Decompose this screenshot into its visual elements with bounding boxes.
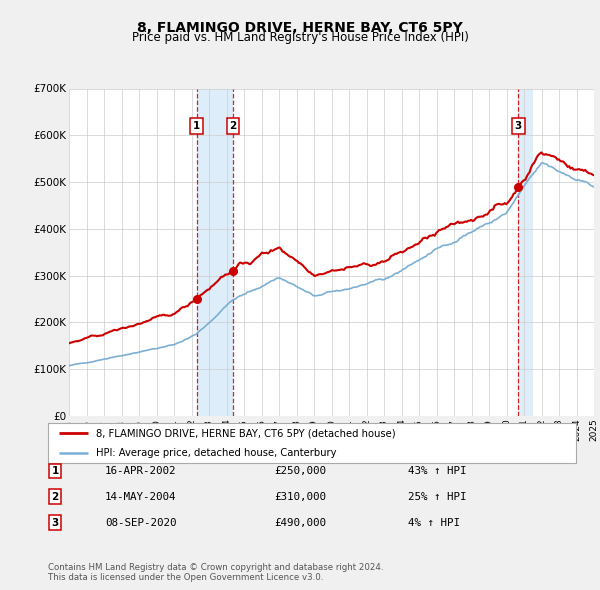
Text: 3: 3 — [515, 121, 522, 131]
Text: 8, FLAMINGO DRIVE, HERNE BAY, CT6 5PY (detached house): 8, FLAMINGO DRIVE, HERNE BAY, CT6 5PY (d… — [95, 428, 395, 438]
Text: 1: 1 — [52, 466, 59, 476]
Text: 1: 1 — [193, 121, 200, 131]
Text: 4% ↑ HPI: 4% ↑ HPI — [408, 518, 460, 527]
Text: 25% ↑ HPI: 25% ↑ HPI — [408, 492, 467, 502]
Text: 2: 2 — [229, 121, 236, 131]
Bar — [197, 88, 233, 416]
Text: 43% ↑ HPI: 43% ↑ HPI — [408, 466, 467, 476]
Text: £310,000: £310,000 — [274, 492, 326, 502]
Text: 2: 2 — [52, 492, 59, 502]
Text: 8, FLAMINGO DRIVE, HERNE BAY, CT6 5PY: 8, FLAMINGO DRIVE, HERNE BAY, CT6 5PY — [137, 21, 463, 35]
Text: 14-MAY-2004: 14-MAY-2004 — [105, 492, 176, 502]
Text: £250,000: £250,000 — [274, 466, 326, 476]
Text: £490,000: £490,000 — [274, 518, 326, 527]
Text: HPI: Average price, detached house, Canterbury: HPI: Average price, detached house, Cant… — [95, 448, 336, 458]
Text: 3: 3 — [52, 518, 59, 527]
Text: Contains HM Land Registry data © Crown copyright and database right 2024.: Contains HM Land Registry data © Crown c… — [48, 563, 383, 572]
Text: Price paid vs. HM Land Registry's House Price Index (HPI): Price paid vs. HM Land Registry's House … — [131, 31, 469, 44]
Text: 08-SEP-2020: 08-SEP-2020 — [105, 518, 176, 527]
Text: This data is licensed under the Open Government Licence v3.0.: This data is licensed under the Open Gov… — [48, 573, 323, 582]
Text: 16-APR-2002: 16-APR-2002 — [105, 466, 176, 476]
Bar — [518, 88, 533, 416]
